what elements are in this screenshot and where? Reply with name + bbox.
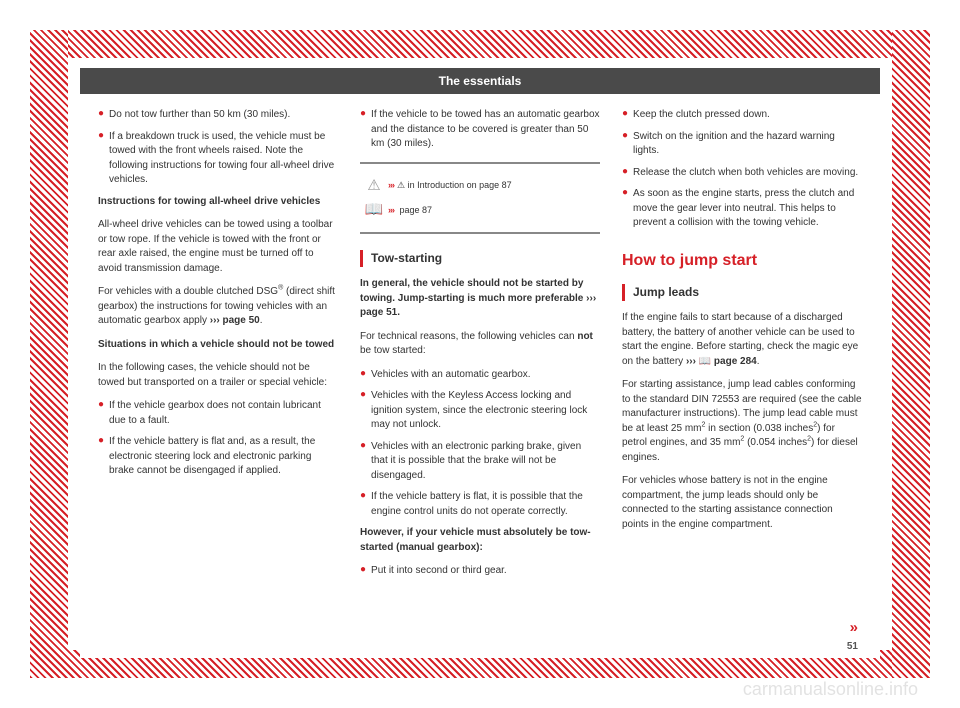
bullet-item: ● Release the clutch when both vehicles a…	[622, 166, 862, 181]
continue-marker-icon: »	[850, 619, 856, 636]
bullet-text: Vehicles with an automatic gearbox.	[371, 368, 600, 383]
warning-triangle-icon-inline: ⚠	[397, 180, 405, 190]
bullet-item: ●Switch on the ignition and the hazard w…	[622, 130, 862, 159]
bullet-dot-icon: ●	[360, 564, 366, 579]
bullet-text: Switch on the ignition and the hazard wa…	[633, 130, 862, 159]
bullet-text: If the vehicle battery is flat, it is po…	[371, 490, 600, 519]
paragraph: If the engine fails to start because of …	[622, 311, 862, 369]
book-icon: 📖	[360, 199, 388, 221]
bullet-text: Put it into second or third gear.	[371, 564, 600, 579]
chevron-icon: ›››	[388, 205, 394, 215]
page-header: The essentials	[80, 68, 880, 94]
bullet-item: ●If the vehicle battery is flat, it is p…	[360, 490, 600, 519]
bullet-item: ●If a breakdown truck is used, the vehic…	[98, 130, 338, 188]
bullet-dot-icon: ●	[622, 187, 628, 231]
bullet-item: ●If the vehicle battery is flat and, as …	[98, 435, 338, 479]
bullet-item: ●Vehicles with the Keyless Access lockin…	[360, 389, 600, 433]
bullet-text: As soon as the engine starts, press the …	[633, 187, 862, 231]
page-reference: ››› page 50	[210, 315, 260, 326]
paragraph: For vehicles whose battery is not in the…	[622, 474, 862, 532]
paragraph: All-wheel drive vehicles can be towed us…	[98, 218, 338, 276]
paragraph: In the following cases, the vehicle shou…	[98, 361, 338, 390]
bullet-dot-icon: ●	[360, 389, 366, 433]
column-1: ● Do not tow further than 50 km (30 miles…	[98, 108, 338, 628]
bullet-dot-icon: ●	[360, 108, 366, 152]
paragraph: In general, the vehicle should not be st…	[360, 277, 600, 321]
bullet-dot-icon: ●	[360, 368, 366, 383]
paragraph: For starting assistance, jump lead cable…	[622, 378, 862, 465]
paragraph: For vehicles with a double clutched DSG®…	[98, 285, 338, 329]
warning-triangle-icon: ⚠	[360, 175, 388, 197]
bullet-text: If the vehicle gearbox does not contain …	[109, 399, 338, 428]
chapter-title: How to jump start	[622, 249, 862, 272]
page-border-top	[30, 30, 930, 58]
bullet-item: ●If the vehicle gearbox does not contain…	[98, 399, 338, 428]
bullet-dot-icon: ●	[98, 435, 104, 479]
bullet-dot-icon: ●	[622, 166, 628, 181]
paragraph: For technical reasons, the following veh…	[360, 330, 600, 359]
bullet-text: If a breakdown truck is used, the vehicl…	[109, 130, 338, 188]
bullet-dot-icon: ●	[98, 399, 104, 428]
section-title: Tow-starting	[360, 250, 600, 267]
chevron-icon: ›››	[388, 180, 394, 190]
page-border-left	[30, 30, 68, 678]
bullet-item: ●If the vehicle to be towed has an autom…	[360, 108, 600, 152]
bullet-dot-icon: ●	[622, 108, 628, 123]
page-border-right	[892, 30, 930, 678]
bullet-item: ● Keep the clutch pressed down.	[622, 108, 862, 123]
page-reference: ››› 📖 page 284	[686, 356, 757, 367]
bullet-text: Keep the clutch pressed down.	[633, 108, 862, 123]
column-2: ●If the vehicle to be towed has an autom…	[360, 108, 600, 628]
bullet-text: If the vehicle to be towed has an automa…	[371, 108, 600, 152]
bullet-dot-icon: ●	[98, 130, 104, 188]
bullet-text: Release the clutch when both vehicles ar…	[633, 166, 862, 181]
text-columns: ● Do not tow further than 50 km (30 miles…	[98, 108, 862, 628]
page-number: 51	[847, 641, 858, 652]
bullet-item: ● Vehicles with an automatic gearbox.	[360, 368, 600, 383]
bullet-item: ● Do not tow further than 50 km (30 miles…	[98, 108, 338, 123]
column-3: ●Keep the clutch pressed down. ●Switch o…	[622, 108, 862, 628]
bullet-dot-icon: ●	[98, 108, 104, 123]
bullet-dot-icon: ●	[360, 490, 366, 519]
bullet-text: Vehicles with an electronic parking brak…	[371, 440, 600, 484]
subheading: Instructions for towing all-wheel drive …	[98, 195, 338, 210]
bullet-item: ●As soon as the engine starts, press the…	[622, 187, 862, 231]
bullet-dot-icon: ●	[622, 130, 628, 159]
bullet-text: If the vehicle battery is flat and, as a…	[109, 435, 338, 479]
info-row: ⚠ ›››⚠ in Introduction on page 87	[360, 175, 600, 197]
subheading: Situations in which a vehicle should not…	[98, 338, 338, 353]
bullet-item: ● Put it into second or third gear.	[360, 564, 600, 579]
info-row: 📖 ››› page 87	[360, 199, 600, 221]
bullet-text: Do not tow further than 50 km (30 miles)…	[109, 108, 338, 123]
section-title: Jump leads	[622, 284, 862, 301]
page-content: The essentials ● Do not tow further than …	[80, 68, 880, 658]
bullet-text: Vehicles with the Keyless Access locking…	[371, 389, 600, 433]
watermark: carmanualsonline.info	[743, 679, 918, 700]
bullet-dot-icon: ●	[360, 440, 366, 484]
bullet-item: ●Vehicles with an electronic parking bra…	[360, 440, 600, 484]
subheading: However, if your vehicle must absolutely…	[360, 526, 600, 555]
info-callout-box: ⚠ ›››⚠ in Introduction on page 87 📖 ››› …	[360, 162, 600, 235]
